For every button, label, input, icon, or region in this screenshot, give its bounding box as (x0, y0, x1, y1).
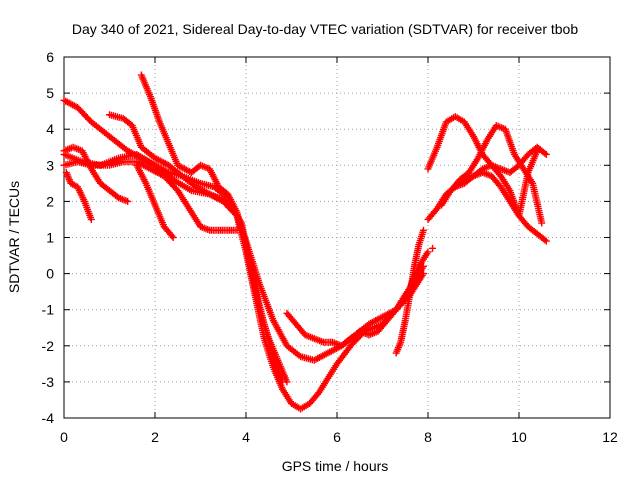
y-tick-label: 5 (46, 85, 54, 101)
series-sat-n (451, 147, 541, 220)
y-axis-label: SDTVAR / TECUs (6, 181, 22, 293)
data-point (541, 236, 549, 244)
y-tick-label: 2 (46, 193, 54, 209)
data-point (419, 262, 427, 270)
data-point (429, 244, 437, 252)
data-point (424, 248, 432, 256)
y-tick-label: -3 (42, 374, 55, 390)
data-points (60, 71, 550, 413)
y-tick-label: 0 (46, 266, 54, 282)
y-tick-label: 4 (46, 121, 54, 137)
x-tick-label: 8 (424, 429, 432, 445)
data-point (169, 234, 177, 241)
data-point (542, 237, 550, 245)
y-tick-label: -4 (42, 410, 55, 426)
data-point (533, 147, 541, 155)
x-tick-label: 10 (511, 429, 527, 445)
data-point (541, 149, 549, 157)
y-tick-label: 6 (46, 49, 54, 65)
x-tick-label: 12 (602, 429, 618, 445)
series-sat-o (429, 244, 437, 252)
series-sat-h (60, 158, 241, 234)
chart-title: Day 340 of 2021, Sidereal Day-to-day VTE… (72, 21, 579, 37)
x-tick-label: 6 (333, 429, 341, 445)
x-tick-label: 2 (151, 429, 159, 445)
data-point (419, 226, 427, 234)
series-sat-j (392, 226, 427, 357)
x-axis-label: GPS time / hours (282, 458, 389, 474)
y-tick-label: -1 (42, 302, 55, 318)
data-point (124, 197, 132, 205)
y-tick-label: 1 (46, 230, 54, 246)
y-tick-label: -2 (42, 338, 55, 354)
data-point (87, 215, 95, 223)
series-sat-f (62, 169, 95, 223)
data-point (542, 150, 550, 158)
series-sat-g (133, 161, 177, 241)
series-sat-d (137, 71, 286, 386)
data-point (233, 226, 241, 234)
x-tick-label: 4 (242, 429, 250, 445)
series-sat-e (60, 143, 132, 205)
series-sat-m (438, 122, 546, 227)
series-sat-i (283, 262, 427, 350)
data-point (168, 232, 176, 240)
data-point (538, 219, 546, 227)
y-tick-label: 3 (46, 157, 54, 173)
x-tick-label: 0 (60, 429, 68, 445)
data-point (278, 378, 286, 386)
